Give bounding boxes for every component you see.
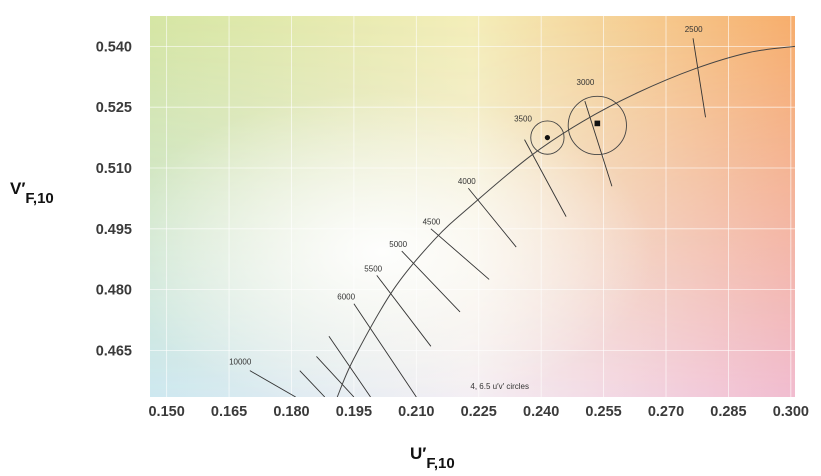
x-tick-label: 0.195 <box>336 404 372 420</box>
cct-label: 6000 <box>337 293 355 302</box>
circles-annotation: 4, 6.5 u′v′ circles <box>470 382 529 391</box>
isotemperature-line <box>524 139 567 217</box>
plot-area: 10000 6000 5500 5000 4500 4000 3500 3000 2500 4, … <box>150 16 795 397</box>
grid-lines <box>150 16 795 397</box>
y-tick-label: 0.480 <box>96 283 132 299</box>
marker-point <box>544 134 551 141</box>
cct-label: 4500 <box>423 218 441 227</box>
y-axis-title-sub: F,10 <box>25 190 53 207</box>
x-tick-label: 0.285 <box>710 404 746 420</box>
plot-background-glow <box>150 16 795 397</box>
x-tick-label: 0.270 <box>648 404 684 420</box>
isotemperature-line <box>401 250 461 313</box>
tolerance-circle <box>530 120 565 155</box>
x-axis-title-sub: F,10 <box>426 455 454 472</box>
x-tick-label: 0.150 <box>148 404 184 420</box>
isotemperature-line <box>299 370 326 397</box>
x-axis-title: U′F,10 <box>410 444 455 472</box>
x-axis-title-main: U′ <box>410 444 426 463</box>
x-axis-ticks: 0.150 0.165 0.180 0.195 0.210 0.225 0.240 0.255… <box>148 404 808 420</box>
isotemperature-line <box>316 356 355 397</box>
cct-label: 10000 <box>229 358 252 367</box>
y-tick-label: 0.525 <box>96 100 132 116</box>
marker-square <box>594 120 601 127</box>
isotemperature-line <box>353 303 417 397</box>
isotemperature-line <box>467 187 517 248</box>
cct-label: 3500 <box>514 114 532 123</box>
cct-label: 2500 <box>685 25 703 34</box>
cct-label: 5000 <box>389 240 407 249</box>
isotemperature-line <box>376 275 432 347</box>
y-axis-title-main: V′ <box>10 179 25 198</box>
x-tick-label: 0.240 <box>523 404 559 420</box>
isotemperature-line <box>584 100 613 187</box>
y-tick-label: 0.495 <box>96 222 132 238</box>
cct-label: 3000 <box>577 78 595 87</box>
y-tick-label: 0.540 <box>96 39 132 55</box>
y-tick-label: 0.510 <box>96 161 132 177</box>
x-tick-label: 0.210 <box>398 404 434 420</box>
planckian-locus <box>336 45 795 397</box>
y-tick-label: 0.465 <box>96 343 132 359</box>
x-tick-label: 0.225 <box>461 404 497 420</box>
tolerance-circle <box>567 95 627 156</box>
y-axis-ticks: 0.465 0.480 0.495 0.510 0.525 0.540 <box>96 39 132 359</box>
y-axis-title: V′F,10 <box>10 179 54 207</box>
cct-label: 4000 <box>458 177 476 186</box>
isotemperature-line <box>249 370 296 397</box>
chart-content: 10000 6000 5500 5000 4500 4000 3500 3000 2500 4, … <box>229 25 795 397</box>
isotemperature-line <box>692 38 706 118</box>
cct-label: 5500 <box>364 264 382 273</box>
x-tick-label: 0.255 <box>585 404 621 420</box>
x-tick-label: 0.300 <box>773 404 809 420</box>
x-tick-label: 0.165 <box>211 404 247 420</box>
isotemperature-line <box>430 228 490 280</box>
x-tick-label: 0.180 <box>273 404 309 420</box>
